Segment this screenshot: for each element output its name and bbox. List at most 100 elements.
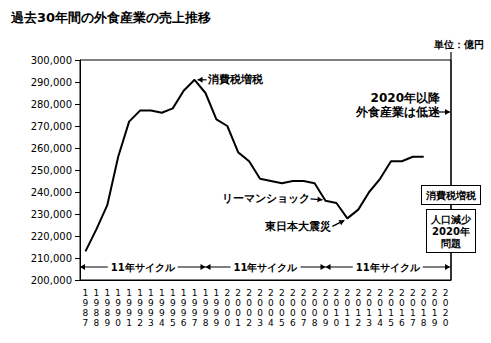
svg-text:210,000: 210,000	[31, 253, 72, 264]
svg-text:9: 9	[323, 318, 329, 328]
svg-text:1: 1	[126, 318, 132, 328]
svg-text:11年サイクル: 11年サイクル	[356, 262, 421, 273]
svg-text:2: 2	[290, 288, 296, 298]
svg-text:2: 2	[137, 318, 143, 328]
svg-text:消費税増税: 消費税増税	[425, 190, 477, 201]
svg-text:6: 6	[399, 318, 405, 328]
svg-text:1: 1	[344, 318, 350, 328]
svg-text:0: 0	[366, 298, 372, 308]
svg-text:1: 1	[159, 288, 165, 298]
svg-text:1: 1	[203, 288, 209, 298]
svg-text:9: 9	[137, 298, 143, 308]
svg-text:2: 2	[279, 288, 285, 298]
svg-text:270,000: 270,000	[31, 121, 72, 132]
svg-text:人口減少: 人口減少	[430, 214, 472, 225]
svg-text:0: 0	[355, 298, 361, 308]
svg-text:5: 5	[279, 318, 285, 328]
svg-text:1: 1	[421, 308, 427, 318]
svg-text:9: 9	[115, 298, 121, 308]
svg-text:7: 7	[83, 318, 89, 328]
svg-text:8: 8	[312, 318, 318, 328]
svg-text:0: 0	[377, 298, 383, 308]
svg-text:2: 2	[399, 288, 405, 298]
svg-text:9: 9	[83, 298, 89, 308]
svg-text:9: 9	[214, 308, 220, 318]
svg-text:0: 0	[290, 298, 296, 308]
svg-text:8: 8	[83, 308, 89, 318]
svg-text:9: 9	[104, 298, 110, 308]
svg-text:1: 1	[126, 288, 132, 298]
svg-text:9: 9	[159, 298, 165, 308]
svg-text:1: 1	[148, 288, 154, 298]
svg-text:0: 0	[115, 318, 121, 328]
svg-text:0: 0	[344, 298, 350, 308]
svg-text:0: 0	[421, 298, 427, 308]
svg-text:9: 9	[148, 298, 154, 308]
svg-text:東日本大震災: 東日本大震災	[264, 220, 331, 233]
svg-text:11年サイクル: 11年サイクル	[234, 262, 299, 273]
svg-text:5: 5	[388, 318, 394, 328]
svg-text:300,000: 300,000	[31, 55, 72, 66]
svg-text:9: 9	[170, 308, 176, 318]
svg-text:0: 0	[443, 298, 449, 308]
svg-text:0: 0	[290, 308, 296, 318]
svg-text:1: 1	[192, 288, 198, 298]
svg-text:280,000: 280,000	[31, 99, 72, 110]
svg-text:9: 9	[203, 308, 209, 318]
svg-text:9: 9	[181, 298, 187, 308]
svg-text:1: 1	[181, 288, 187, 298]
svg-text:1: 1	[366, 308, 372, 318]
svg-text:2020年以降: 2020年以降	[371, 91, 441, 105]
svg-text:8: 8	[94, 308, 100, 318]
svg-text:過去30年間の外食産業の売上推移: 過去30年間の外食産業の売上推移	[10, 10, 211, 25]
svg-text:9: 9	[214, 298, 220, 308]
svg-text:8: 8	[203, 318, 209, 328]
svg-text:1: 1	[334, 308, 340, 318]
svg-text:単位：億円: 単位：億円	[433, 39, 484, 50]
svg-text:9: 9	[115, 308, 121, 318]
svg-text:1: 1	[399, 308, 405, 318]
svg-text:9: 9	[126, 298, 132, 308]
svg-text:4: 4	[159, 318, 165, 328]
svg-text:消費税増税: 消費税増税	[207, 73, 264, 86]
svg-text:220,000: 220,000	[31, 231, 72, 242]
svg-text:0: 0	[301, 298, 307, 308]
svg-text:2: 2	[323, 288, 329, 298]
svg-text:7: 7	[410, 318, 416, 328]
svg-text:0: 0	[312, 308, 318, 318]
svg-text:1: 1	[104, 288, 110, 298]
svg-text:2: 2	[421, 288, 427, 298]
svg-text:8: 8	[421, 318, 427, 328]
svg-text:2020年: 2020年	[432, 226, 470, 237]
svg-text:1: 1	[94, 288, 100, 298]
svg-text:0: 0	[323, 308, 329, 318]
svg-text:200,000: 200,000	[31, 275, 72, 286]
svg-text:240,000: 240,000	[31, 187, 72, 198]
svg-text:2: 2	[388, 288, 394, 298]
svg-text:0: 0	[301, 308, 307, 318]
svg-text:7: 7	[192, 318, 198, 328]
svg-text:9: 9	[192, 308, 198, 318]
svg-text:0: 0	[224, 318, 230, 328]
svg-text:0: 0	[334, 298, 340, 308]
svg-text:0: 0	[279, 308, 285, 318]
svg-text:2: 2	[344, 288, 350, 298]
svg-text:9: 9	[126, 308, 132, 318]
svg-text:0: 0	[312, 298, 318, 308]
svg-text:0: 0	[443, 318, 449, 328]
svg-text:6: 6	[290, 318, 296, 328]
svg-text:2: 2	[301, 288, 307, 298]
svg-text:9: 9	[203, 298, 209, 308]
svg-text:リーマンショック: リーマンショック	[222, 192, 310, 205]
svg-text:2: 2	[312, 288, 318, 298]
svg-text:0: 0	[235, 308, 241, 318]
svg-text:7: 7	[301, 318, 307, 328]
svg-text:2: 2	[246, 318, 252, 328]
svg-text:0: 0	[257, 298, 263, 308]
svg-text:9: 9	[137, 308, 143, 318]
svg-text:11年サイクル: 11年サイクル	[111, 262, 176, 273]
svg-text:9: 9	[181, 308, 187, 318]
svg-text:2: 2	[366, 288, 372, 298]
svg-text:9: 9	[104, 318, 110, 328]
svg-text:1: 1	[410, 308, 416, 318]
